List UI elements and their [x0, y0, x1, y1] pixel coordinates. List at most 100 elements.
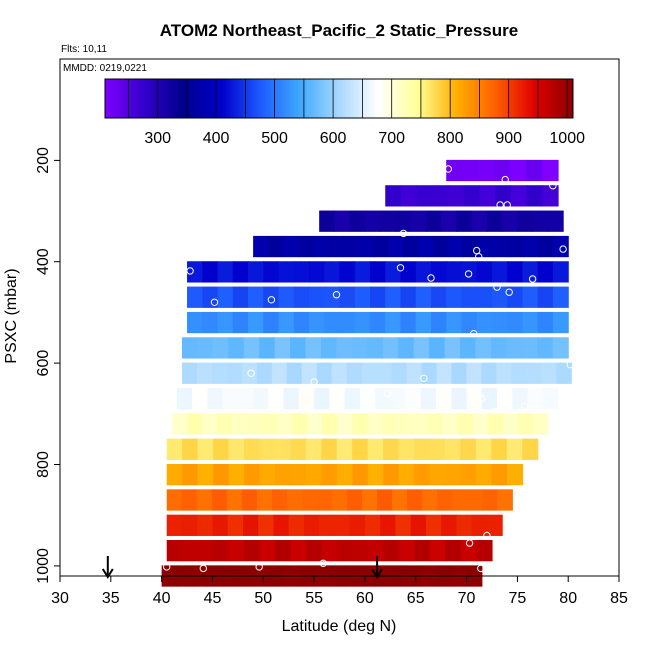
heatmap-cell: [456, 514, 473, 536]
colorbar-swatch: [207, 79, 210, 118]
heatmap-cell: [166, 438, 183, 460]
heatmap-cell: [478, 235, 494, 258]
colorbar-swatch: [427, 79, 430, 118]
heatmap-cell: [467, 489, 483, 511]
colorbar-tick-label: 800: [437, 130, 464, 147]
colorbar-swatch: [231, 79, 234, 118]
data-point: [467, 392, 476, 400]
colorbar-swatch: [121, 79, 124, 118]
colorbar-swatch: [535, 79, 538, 118]
colorbar-swatch: [363, 79, 366, 118]
colorbar-swatch: [383, 79, 386, 118]
colorbar-swatch: [153, 79, 156, 118]
colorbar-swatch: [553, 79, 556, 118]
heatmap-cell: [241, 489, 258, 511]
colorbar-swatch: [365, 79, 368, 118]
heatmap-cell: [410, 514, 427, 536]
colorbar-swatch: [491, 79, 494, 118]
heatmap-cell: [307, 413, 323, 435]
data-point: [566, 360, 574, 369]
marker-arrow-head: [371, 568, 383, 579]
heatmap-cell: [349, 210, 366, 232]
heatmap-cell: [481, 362, 497, 384]
heatmap-cell: [227, 514, 244, 536]
colorbar-swatch: [199, 79, 202, 118]
heatmap-cell: [479, 185, 496, 207]
heatmap-cell: [309, 311, 325, 334]
colorbar-swatch: [295, 79, 298, 118]
heatmap-cell: [442, 413, 459, 435]
heatmap-cell: [316, 489, 333, 511]
colorbar-swatch: [381, 79, 384, 118]
heatmap-cell: [410, 210, 427, 232]
colorbar-swatch: [149, 79, 152, 118]
heatmap-cell: [444, 438, 462, 460]
heatmap-cell: [460, 540, 478, 562]
colorbar-swatch: [489, 79, 492, 118]
heatmap-cell: [385, 311, 402, 334]
heatmap-cell: [351, 337, 368, 359]
colorbar-swatch: [237, 79, 240, 118]
colorbar-swatch: [109, 79, 112, 118]
heatmap-cell: [278, 311, 295, 334]
heatmap-cell: [278, 286, 295, 308]
colorbar-swatch: [183, 79, 186, 118]
heatmap-cell: [463, 185, 481, 207]
heatmap-cell: [448, 185, 465, 207]
heatmap-cell: [369, 286, 386, 308]
x-axis: 30 35 40 45 50 55 60 65 70 75 80 85: [51, 576, 628, 607]
heatmap-cell: [414, 438, 431, 460]
heatmap-cell: [556, 362, 572, 384]
data-point: [199, 564, 208, 573]
colorbar-swatch: [369, 79, 372, 118]
heatmap-cell: [380, 210, 396, 232]
colorbar-swatch: [143, 79, 146, 118]
heatmap-cell: [526, 185, 543, 207]
colorbar-swatch: [151, 79, 154, 118]
heatmap-cell: [461, 286, 478, 308]
colorbar-swatch: [375, 79, 378, 118]
heatmap-cell: [430, 311, 447, 334]
heatmap-cell: [427, 413, 444, 435]
colorbar-swatch: [443, 79, 446, 118]
heatmap-cell: [212, 514, 229, 536]
colorbar-swatch: [269, 79, 272, 118]
data-point: [503, 201, 511, 209]
heatmap-cell: [211, 489, 228, 511]
plot-frame: [59, 58, 620, 577]
colorbar-swatch: [117, 79, 120, 118]
heatmap-cell: [495, 185, 512, 207]
colorbar-swatch: [451, 79, 454, 118]
colorbar-swatch: [291, 79, 294, 118]
colorbar-swatch: [435, 79, 438, 118]
heatmap-cell: [354, 286, 371, 308]
colorbar-swatch: [551, 79, 554, 118]
colorbar-swatch: [415, 79, 418, 118]
heatmap-cell: [507, 286, 524, 308]
heatmap-cell: [271, 362, 288, 384]
colorbar-tick-label: 700: [378, 130, 405, 147]
heatmap-cell: [314, 387, 330, 410]
colorbar-swatch: [325, 79, 328, 118]
colorbar-swatch: [417, 79, 420, 118]
colorbar-swatch: [107, 79, 110, 118]
colorbar-swatch: [471, 79, 474, 118]
heatmap-cell: [445, 540, 462, 562]
heatmap-cell: [395, 210, 412, 232]
heatmap-cell: [457, 413, 474, 435]
colorbar-swatch: [293, 79, 296, 118]
colorbar-swatch: [213, 79, 216, 118]
heatmap-cell: [507, 261, 524, 283]
heatmap-cell: [268, 387, 285, 410]
heatmap-cell: [367, 337, 384, 359]
heatmap-cell: [292, 413, 308, 435]
heatmap-cell: [491, 463, 508, 486]
colorbar-swatch: [253, 79, 256, 118]
heatmap-cell: [400, 261, 417, 283]
heatmap-cell: [383, 438, 400, 460]
colorbar-swatch: [129, 79, 132, 118]
colorbar-swatch: [145, 79, 148, 118]
colorbar-swatch: [191, 79, 194, 118]
heatmap-cell: [493, 235, 509, 258]
colorbar-tick-label: 600: [320, 130, 347, 147]
